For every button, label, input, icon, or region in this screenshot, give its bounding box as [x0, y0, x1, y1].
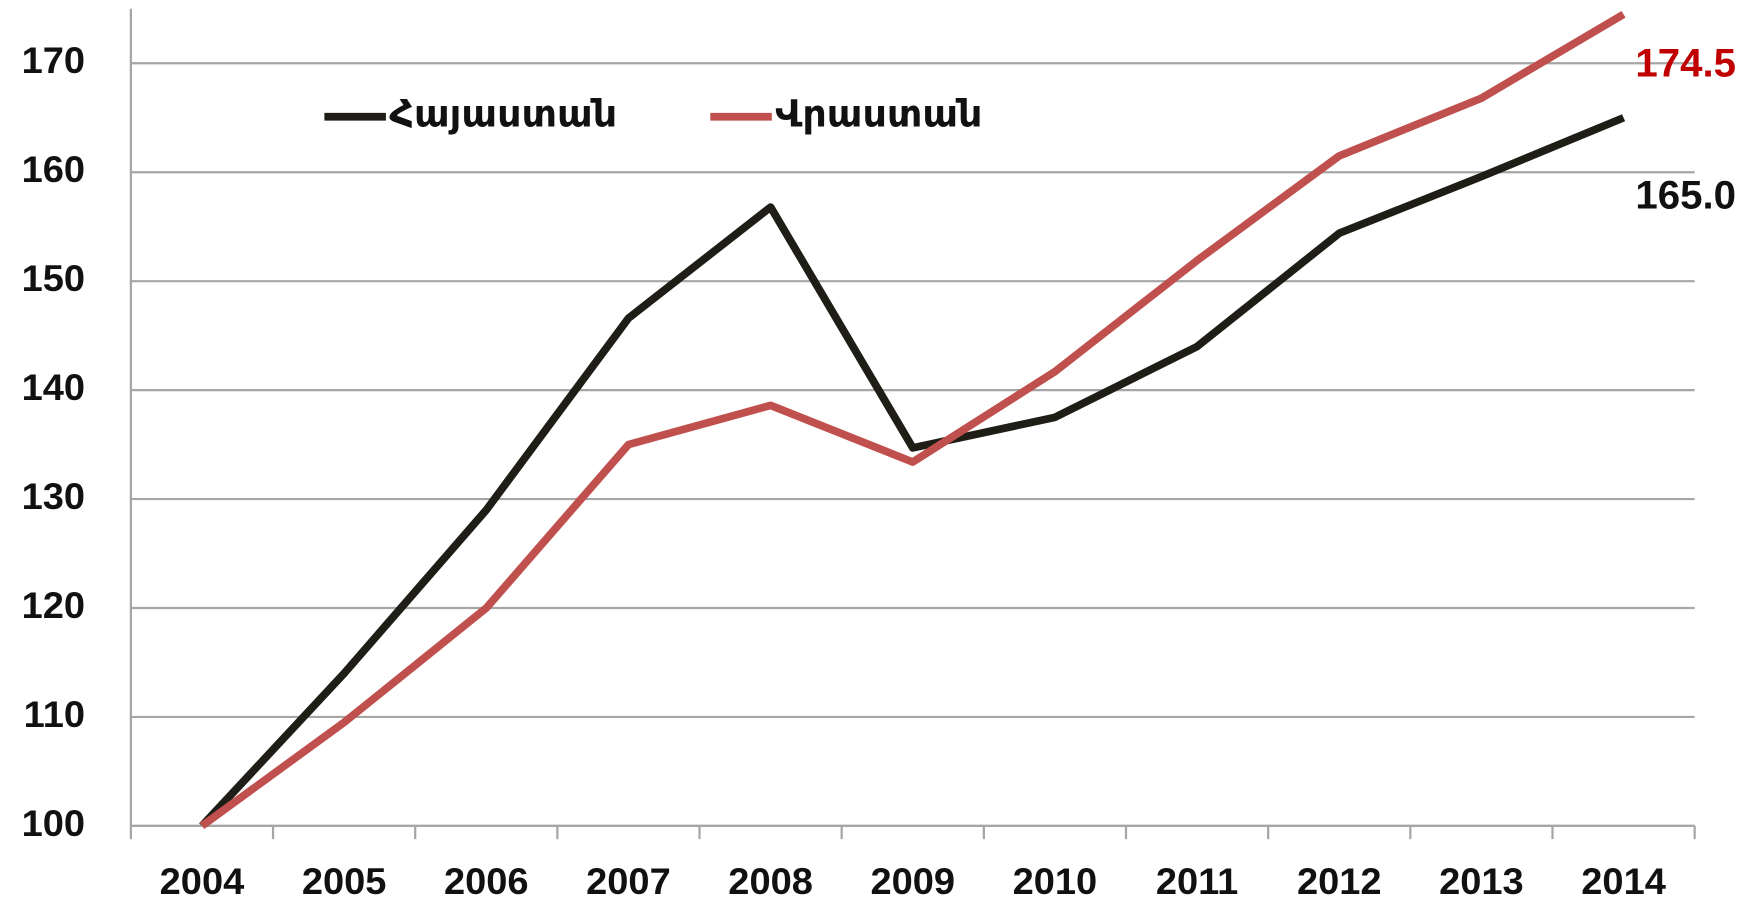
- x-tick-label: 2012: [1297, 860, 1382, 902]
- x-tick-label: 2008: [728, 860, 813, 902]
- value-label: 165.0: [1635, 174, 1736, 218]
- x-tick-label: 2007: [586, 860, 671, 902]
- y-tick-label: 170: [22, 39, 85, 81]
- y-tick-label: 140: [22, 366, 85, 408]
- y-tick-label: 150: [22, 257, 85, 299]
- legend-label: Հայաստան: [389, 93, 617, 135]
- x-tick-label: 2014: [1581, 860, 1666, 902]
- y-tick-label: 100: [22, 802, 85, 844]
- series-line: [199, 10, 1626, 830]
- legend-label: Վրաստան: [775, 93, 982, 135]
- x-tick-label: 2011: [1156, 860, 1238, 902]
- value-label: 174.5: [1635, 42, 1736, 86]
- x-tick-label: 2010: [1013, 860, 1098, 902]
- y-tick-label: 110: [24, 693, 85, 735]
- y-tick-label: 130: [22, 475, 85, 517]
- x-tick-label: 2009: [870, 860, 955, 902]
- x-tick-label: 2013: [1439, 860, 1524, 902]
- x-tick-label: 2005: [302, 860, 387, 902]
- x-tick-label: 2006: [444, 860, 529, 902]
- series-line: [199, 114, 1626, 829]
- y-tick-label: 160: [22, 148, 85, 190]
- y-tick-label: 120: [22, 584, 85, 626]
- x-tick-label: 2004: [160, 860, 245, 902]
